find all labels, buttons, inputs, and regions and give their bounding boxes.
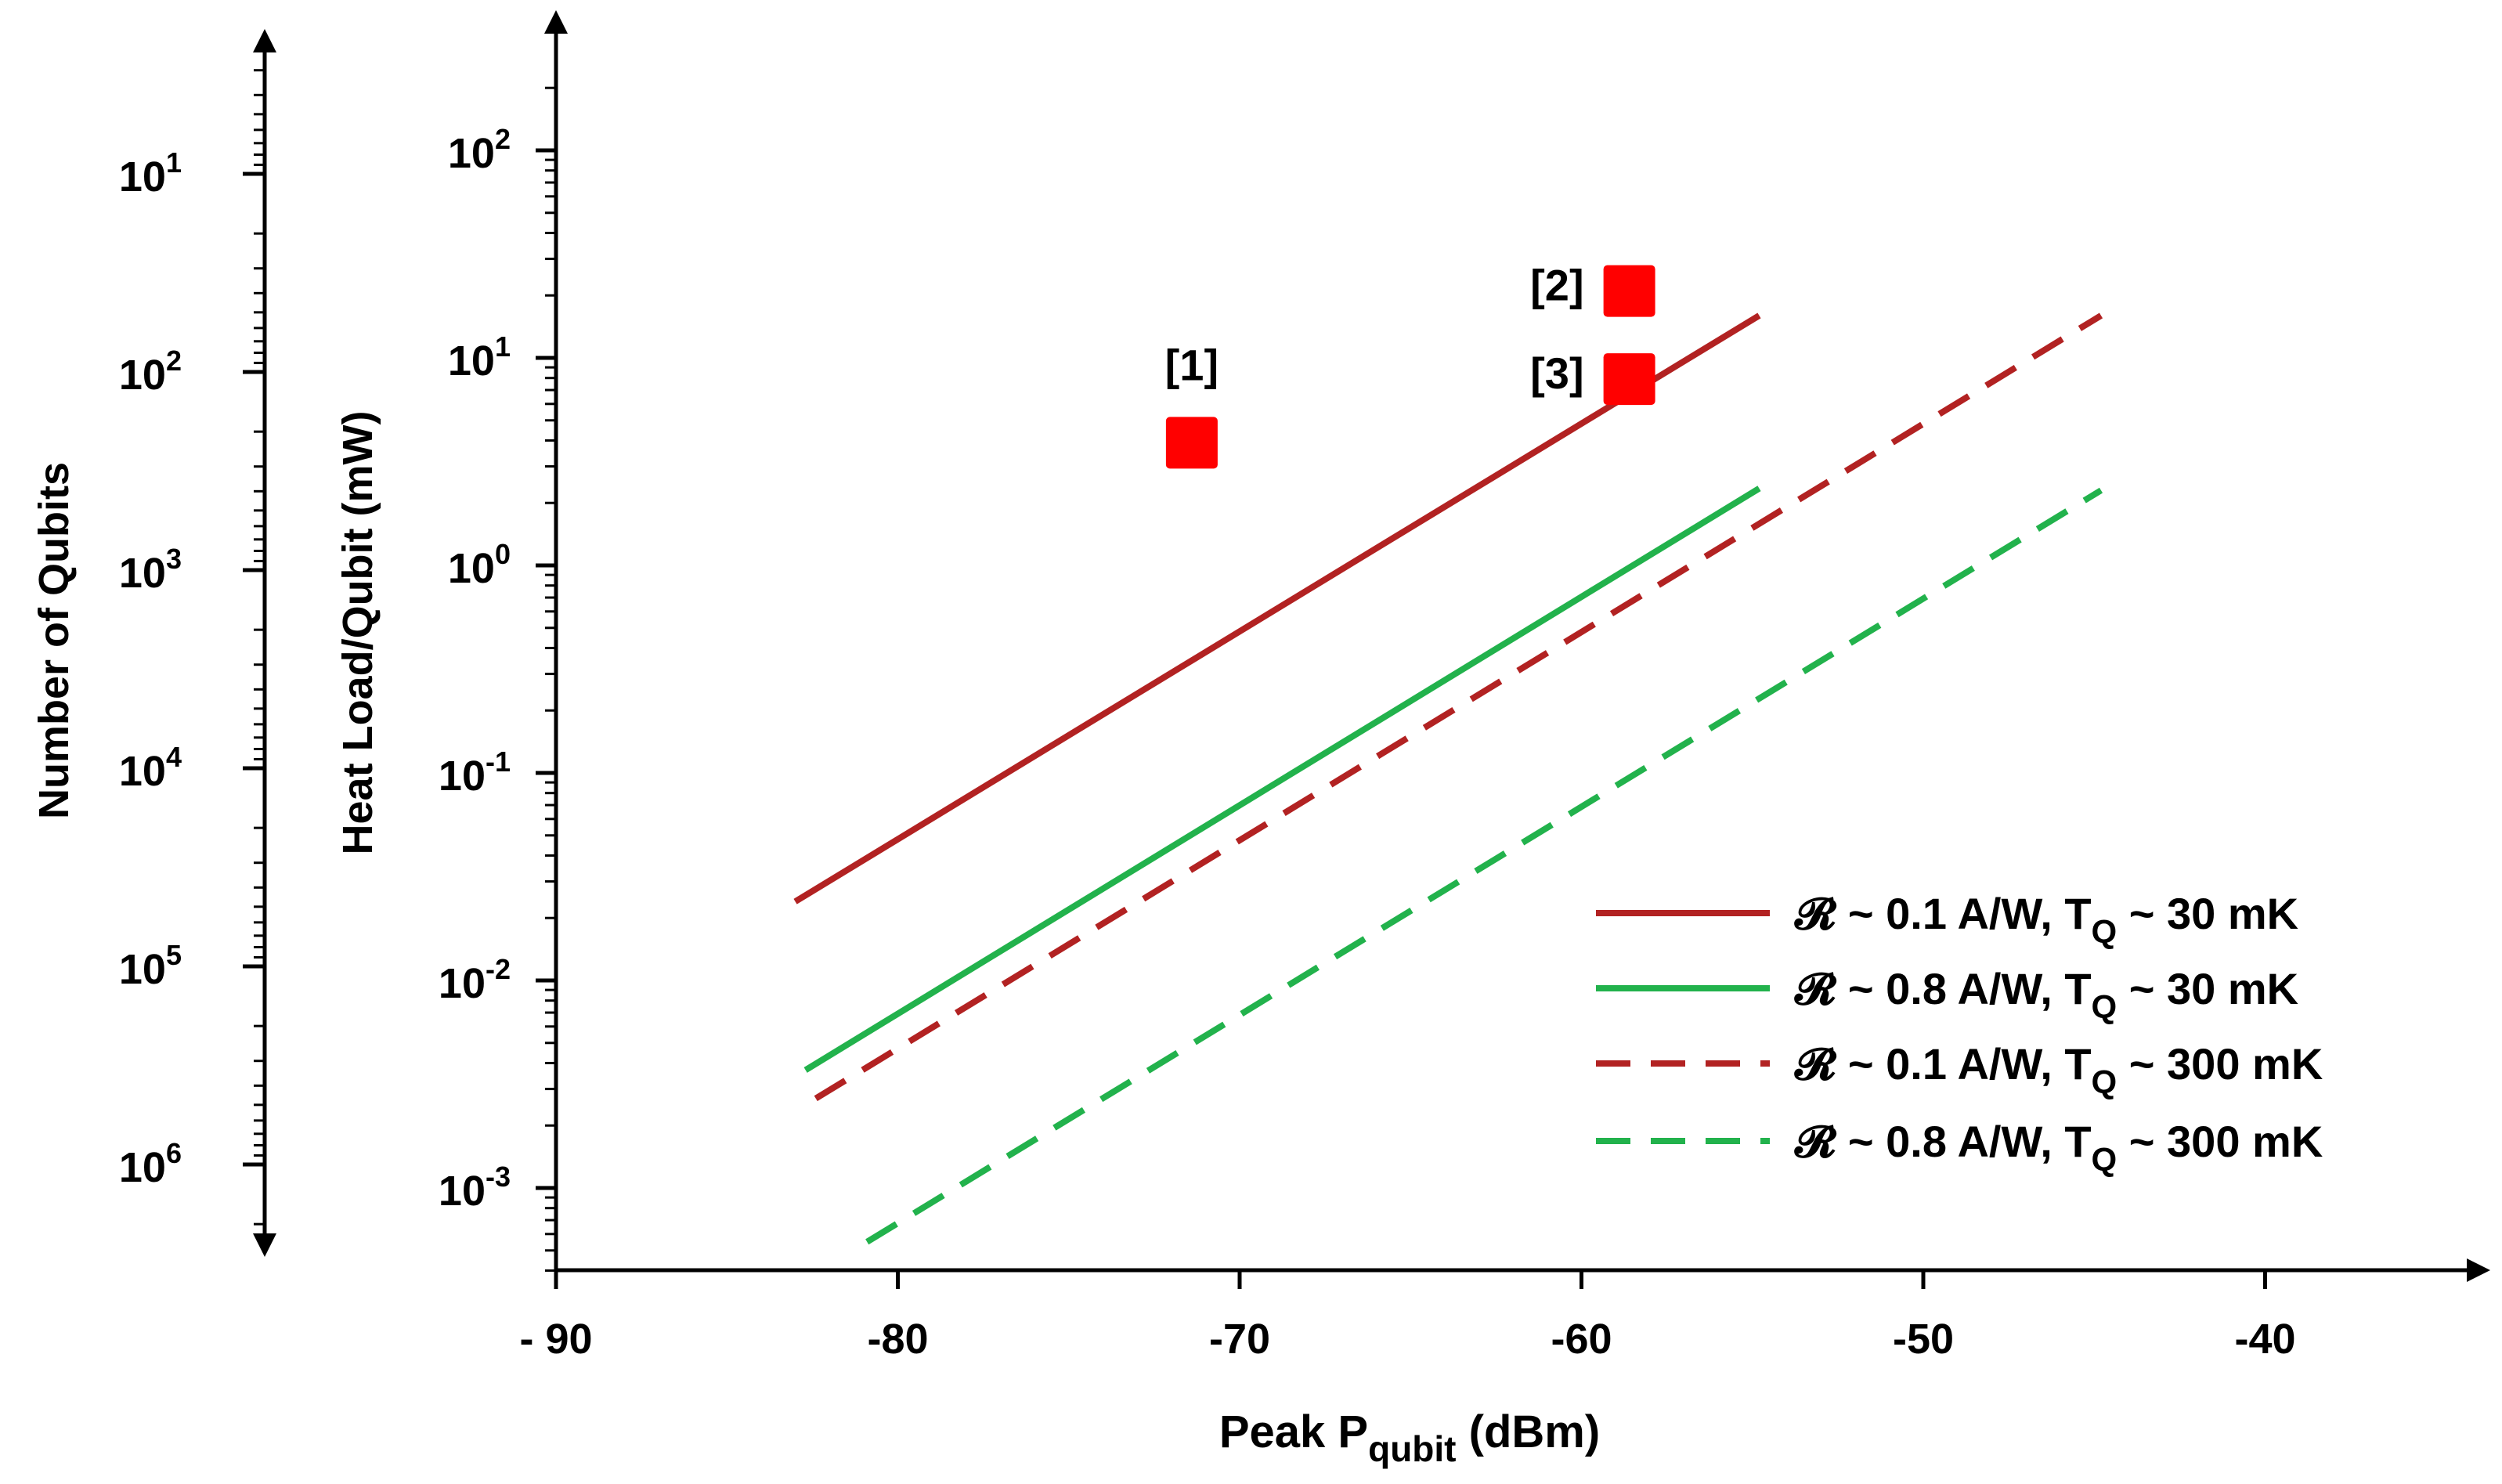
x-axis-title: Peak Pqubit (dBm) xyxy=(1219,1406,1600,1469)
qubits-axis-title: Number of Qubits xyxy=(31,462,78,819)
reference-point-marker xyxy=(1603,353,1655,406)
series-line-3 xyxy=(814,312,2103,1102)
qubits-tick-label: 106 xyxy=(119,1137,182,1191)
series-line-2 xyxy=(803,486,1761,1073)
qubits-tick-label: 102 xyxy=(119,345,182,399)
qubits-tick-label: 104 xyxy=(119,741,182,795)
y-tick-label: 10-2 xyxy=(439,953,511,1007)
y-axis-title: Heat Load/Qubit (mW) xyxy=(334,411,381,855)
reference-point-label: [1] xyxy=(1165,340,1219,389)
x-tick-label: -60 xyxy=(1551,1316,1612,1363)
legend: 𝓡 ~ 0.1 A/W, TQ ~ 30 mK 𝓡 ~ 0.8 A/W, TQ ~… xyxy=(1596,889,2323,1178)
qubits-tick-label: 101 xyxy=(119,146,182,200)
qubits-tick-label: 105 xyxy=(119,939,182,993)
y-tick-label: 10-1 xyxy=(439,746,511,800)
legend-label: 𝓡 ~ 0.8 A/W, TQ ~ 30 mK xyxy=(1794,964,2298,1025)
y-tick-label: 102 xyxy=(448,123,511,177)
x-tick-label: -50 xyxy=(1893,1316,1954,1363)
x-tick-label: -40 xyxy=(2234,1316,2295,1363)
series-layer xyxy=(793,312,2103,1245)
reference-point-label: [2] xyxy=(1530,261,1583,310)
reference-points: [1] [2] [3] xyxy=(1165,261,1655,469)
x-tick-label: -80 xyxy=(867,1316,928,1363)
series-line-4 xyxy=(865,487,2103,1245)
legend-label: 𝓡 ~ 0.8 A/W, TQ ~ 300 mK xyxy=(1794,1117,2323,1178)
y-axis: 102 101 100 10-1 10-2 10-3 Heat Load/Qubit (m… xyxy=(334,10,568,1273)
legend-label: 𝓡 ~ 0.1 A/W, TQ ~ 30 mK xyxy=(1794,889,2298,950)
qubits-axis: 101 102 103 104 105 106 Number of Qubits xyxy=(31,29,276,1257)
qubits-axis-ticks: 101 102 103 104 105 106 xyxy=(119,69,265,1226)
x-tick-label: - 90 xyxy=(519,1316,592,1363)
x-axis: - 90 -80 -70 -60 -50 -40 Peak Pqubit (dBm) xyxy=(519,1258,2490,1469)
y-tick-label: 10-3 xyxy=(439,1161,511,1215)
reference-point-marker xyxy=(1165,417,1218,469)
x-tick-label: -70 xyxy=(1209,1316,1270,1363)
legend-label: 𝓡 ~ 0.1 A/W, TQ ~ 300 mK xyxy=(1794,1039,2323,1100)
y-axis-ticks: 102 101 100 10-1 10-2 10-3 xyxy=(439,86,556,1272)
y-tick-label: 101 xyxy=(448,330,511,385)
y-tick-label: 100 xyxy=(448,538,511,592)
qubits-tick-label: 103 xyxy=(119,543,182,597)
x-axis-ticks: - 90 -80 -70 -60 -50 -40 xyxy=(519,1270,2296,1363)
reference-point-marker xyxy=(1603,265,1655,317)
series-line-1 xyxy=(793,312,1761,904)
reference-point-label: [3] xyxy=(1530,348,1583,398)
